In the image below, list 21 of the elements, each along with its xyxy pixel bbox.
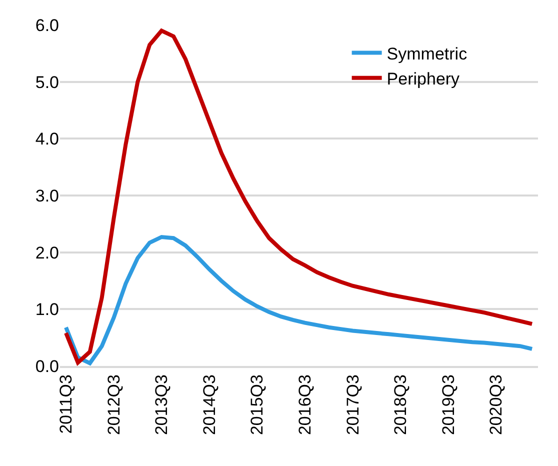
x-tick-label: 2011Q3	[56, 374, 76, 434]
line-series	[64, 234, 534, 366]
x-tick-label: 2017Q3	[343, 374, 362, 436]
x-tick-label: 2013Q3	[152, 374, 172, 436]
y-tick-label: 6.0	[35, 16, 59, 35]
line-series	[64, 28, 534, 365]
legend-label: Symmetric	[386, 44, 468, 64]
legend-label: Periphery	[386, 70, 460, 89]
x-tick-label: 2012Q3	[104, 374, 124, 436]
x-tick-label: 2019Q3	[438, 374, 458, 436]
y-tick-label: 5.0	[35, 72, 59, 92]
x-tick-label: 2020Q3	[486, 374, 506, 436]
y-tick-label: 0.0	[35, 356, 59, 376]
x-tick-label: 2014Q3	[200, 374, 219, 436]
x-tick-label: 2018Q3	[391, 374, 410, 436]
y-tick-label: 1.0	[35, 300, 59, 320]
x-tick-label: 2016Q3	[296, 374, 315, 436]
y-tick-label: 2.0	[35, 243, 59, 262]
y-tick-label: 4.0	[35, 130, 59, 149]
y-tick-label: 3.0	[35, 186, 59, 206]
x-tick-label: 2015Q3	[248, 374, 267, 436]
